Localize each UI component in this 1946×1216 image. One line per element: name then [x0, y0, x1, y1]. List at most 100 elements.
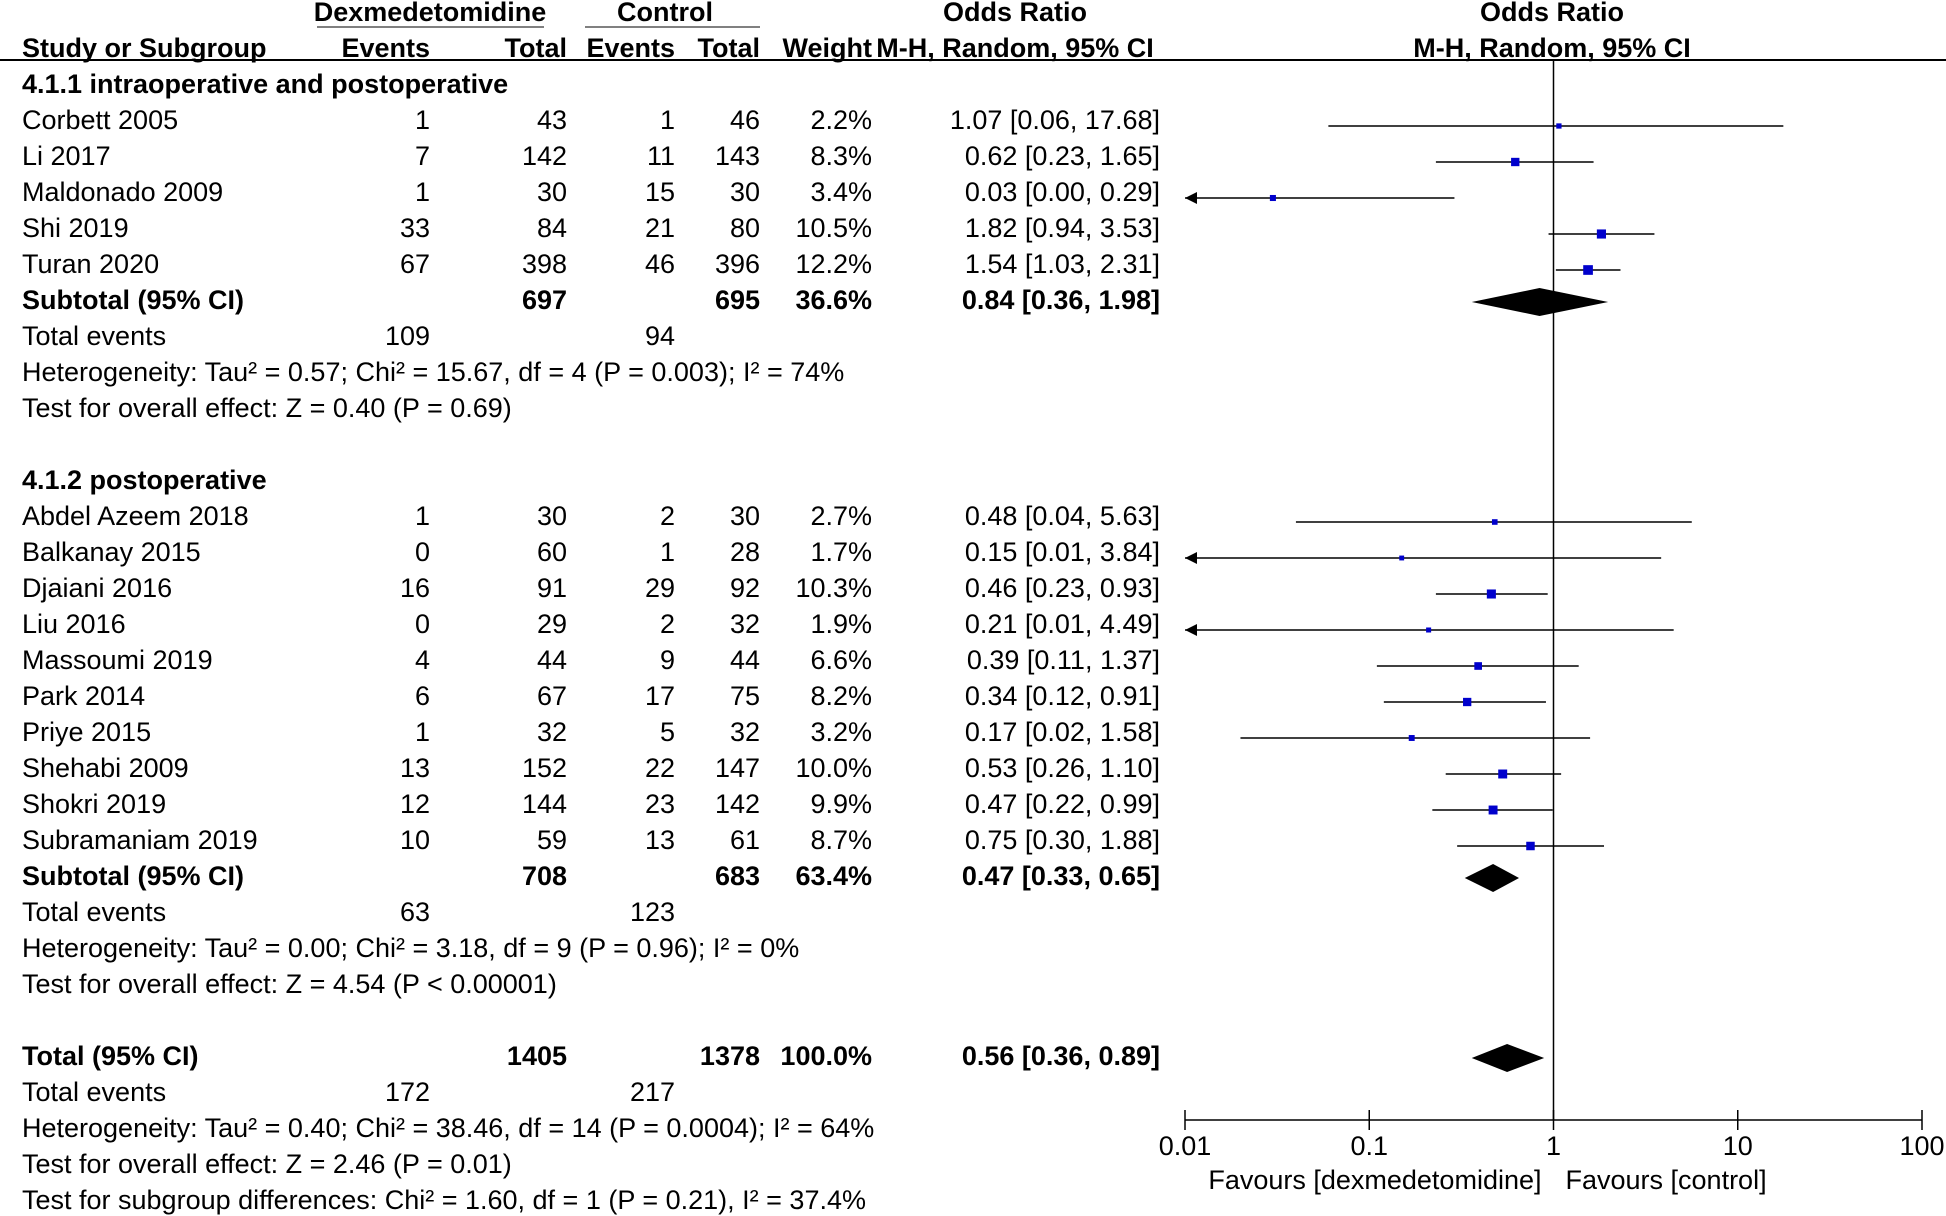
study-total2: 142	[715, 788, 760, 820]
study-odds-ratio: 0.75 [0.30, 1.88]	[965, 824, 1160, 856]
study-odds-ratio: 1.07 [0.06, 17.68]	[950, 104, 1160, 136]
study-point-estimate	[1426, 627, 1431, 632]
study-events2: 23	[645, 788, 675, 820]
subgroup-title: 4.1.1 intraoperative and postoperative	[22, 68, 508, 100]
study-events1: 33	[400, 212, 430, 244]
plot-odds-ratio-header: Odds Ratio	[1152, 0, 1946, 28]
study-odds-ratio: 0.21 [0.01, 4.49]	[965, 608, 1160, 640]
subtotal-total1: 697	[522, 284, 567, 316]
study-events2: 29	[645, 572, 675, 604]
grand-total1: 1405	[507, 1040, 567, 1072]
study-point-estimate	[1526, 842, 1534, 850]
study-odds-ratio: 0.15 [0.01, 3.84]	[965, 536, 1160, 568]
study-odds-ratio: 0.03 [0.00, 0.29]	[965, 176, 1160, 208]
study-events1: 1	[415, 176, 430, 208]
overall-effect-text: Test for overall effect: Z = 0.40 (P = 0…	[22, 392, 512, 424]
study-total2: 32	[730, 716, 760, 748]
study-total1: 398	[522, 248, 567, 280]
subtotal-total2: 683	[715, 860, 760, 892]
subtotal-odds-ratio: 0.84 [0.36, 1.98]	[962, 284, 1160, 316]
study-events2: 2	[660, 608, 675, 640]
study-events2: 1	[660, 104, 675, 136]
study-total1: 142	[522, 140, 567, 172]
study-name: Li 2017	[22, 140, 111, 172]
subtotal-label: Subtotal (95% CI)	[22, 284, 244, 316]
study-events1: 7	[415, 140, 430, 172]
study-odds-ratio: 1.82 [0.94, 3.53]	[965, 212, 1160, 244]
study-name: Liu 2016	[22, 608, 126, 640]
study-name: Abdel Azeem 2018	[22, 500, 249, 532]
study-total2: 75	[730, 680, 760, 712]
overall-effect-text: Test for overall effect: Z = 2.46 (P = 0…	[22, 1148, 512, 1180]
study-name: Djaiani 2016	[22, 572, 172, 604]
pooled-diamond	[1472, 1044, 1544, 1072]
grand-total-weight: 100.0%	[780, 1040, 872, 1072]
study-weight: 10.5%	[795, 212, 872, 244]
study-name: Balkanay 2015	[22, 536, 201, 568]
ci-truncation-arrow	[1185, 624, 1197, 636]
study-total2: 30	[730, 500, 760, 532]
study-total1: 29	[537, 608, 567, 640]
total-label: Total (95% CI)	[22, 1040, 199, 1072]
study-events2: 5	[660, 716, 675, 748]
study-name: Subramaniam 2019	[22, 824, 258, 856]
total-events1: 63	[400, 896, 430, 928]
study-weight: 10.3%	[795, 572, 872, 604]
study-odds-ratio: 0.17 [0.02, 1.58]	[965, 716, 1160, 748]
study-events1: 67	[400, 248, 430, 280]
study-events2: 21	[645, 212, 675, 244]
study-weight: 9.9%	[810, 788, 872, 820]
study-name: Shokri 2019	[22, 788, 166, 820]
subtotal-total2: 695	[715, 284, 760, 316]
total-events-label: Total events	[22, 1076, 166, 1108]
events1-column-header: Events	[341, 32, 430, 64]
study-point-estimate	[1487, 589, 1496, 598]
study-total2: 44	[730, 644, 760, 676]
study-name: Priye 2015	[22, 716, 151, 748]
study-total2: 147	[715, 752, 760, 784]
study-total2: 32	[730, 608, 760, 640]
study-events2: 9	[660, 644, 675, 676]
study-name: Park 2014	[22, 680, 145, 712]
study-total1: 60	[537, 536, 567, 568]
study-odds-ratio: 0.47 [0.22, 0.99]	[965, 788, 1160, 820]
total-events-label: Total events	[22, 320, 166, 352]
total-events2: 123	[630, 896, 675, 928]
study-weight: 12.2%	[795, 248, 872, 280]
study-total1: 152	[522, 752, 567, 784]
grand-total-odds-ratio: 0.56 [0.36, 0.89]	[962, 1040, 1160, 1072]
pooled-diamond	[1465, 864, 1519, 892]
study-total2: 46	[730, 104, 760, 136]
study-point-estimate	[1409, 735, 1415, 741]
study-odds-ratio: 0.53 [0.26, 1.10]	[965, 752, 1160, 784]
study-name: Shehabi 2009	[22, 752, 189, 784]
study-events1: 1	[415, 716, 430, 748]
study-total1: 30	[537, 500, 567, 532]
study-total1: 84	[537, 212, 567, 244]
study-events2: 2	[660, 500, 675, 532]
study-name: Shi 2019	[22, 212, 129, 244]
study-events1: 0	[415, 536, 430, 568]
subtotal-total1: 708	[522, 860, 567, 892]
study-total2: 30	[730, 176, 760, 208]
study-odds-ratio: 0.39 [0.11, 1.37]	[967, 644, 1160, 676]
study-total1: 144	[522, 788, 567, 820]
study-point-estimate	[1492, 519, 1498, 525]
study-point-estimate	[1399, 556, 1404, 561]
study-total2: 61	[730, 824, 760, 856]
study-odds-ratio: 1.54 [1.03, 2.31]	[965, 248, 1160, 280]
study-weight: 10.0%	[795, 752, 872, 784]
subtotal-weight: 63.4%	[795, 860, 872, 892]
study-column-header: Study or Subgroup	[22, 32, 266, 64]
study-total2: 396	[715, 248, 760, 280]
favours-left-label: Favours [dexmedetomidine]	[1208, 1164, 1541, 1196]
study-weight: 3.4%	[810, 176, 872, 208]
study-point-estimate	[1597, 229, 1606, 238]
heterogeneity-text: Heterogeneity: Tau² = 0.00; Chi² = 3.18,…	[22, 932, 799, 964]
favours-right-label: Favours [control]	[1566, 1164, 1767, 1196]
study-point-estimate	[1583, 265, 1593, 275]
study-total1: 32	[537, 716, 567, 748]
study-events1: 12	[400, 788, 430, 820]
study-name: Massoumi 2019	[22, 644, 213, 676]
study-events1: 0	[415, 608, 430, 640]
